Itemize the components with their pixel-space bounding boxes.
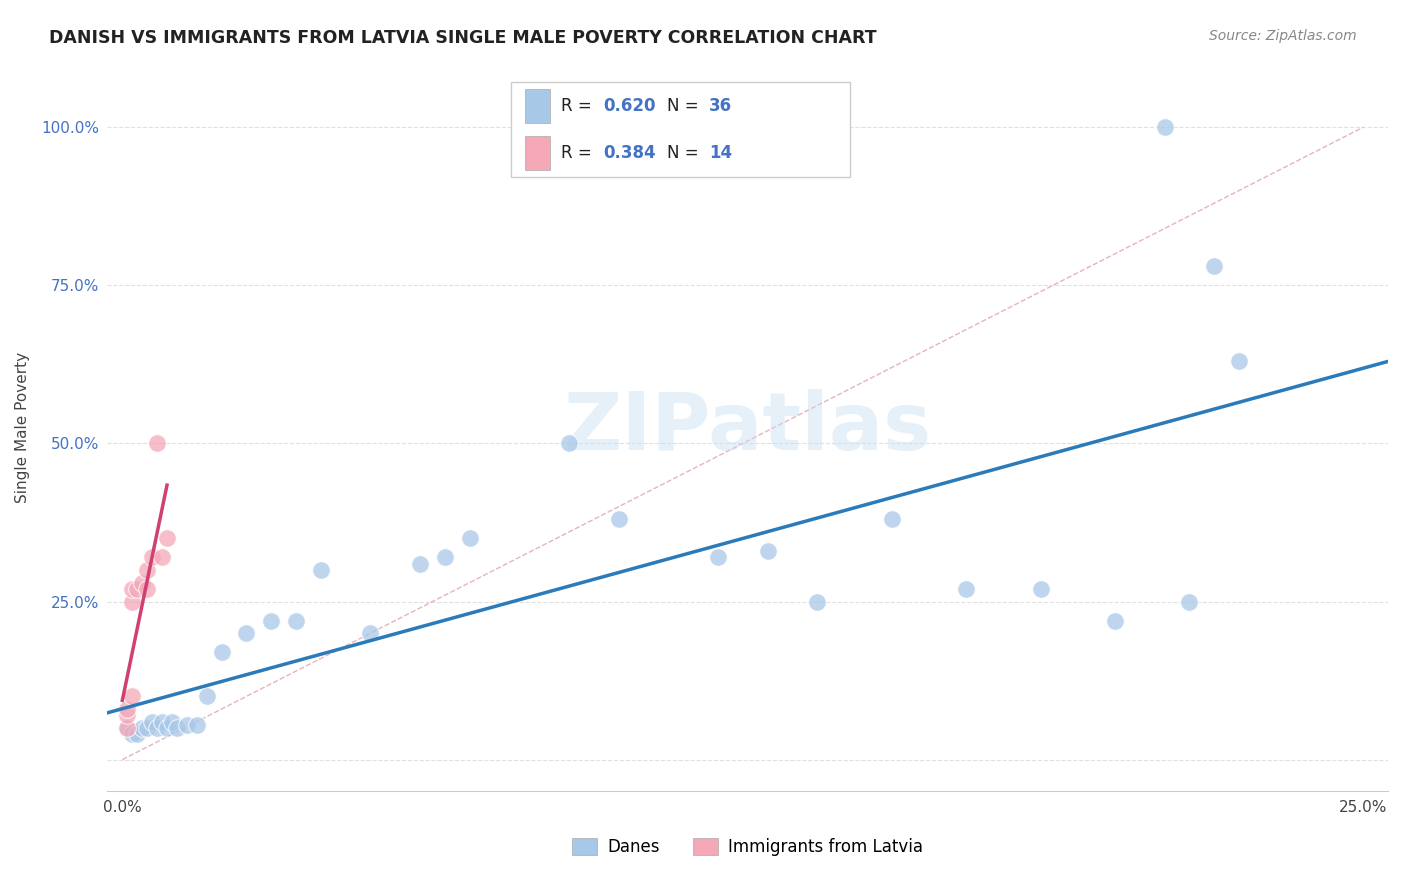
Y-axis label: Single Male Poverty: Single Male Poverty [15,352,30,503]
Point [136,721,159,735]
Text: R =: R = [561,144,598,161]
Point [1178,594,1201,608]
Text: Source: ZipAtlas.com: Source: ZipAtlas.com [1209,29,1357,43]
Point [121,594,143,608]
Point [146,436,169,450]
Point [117,721,139,735]
Point [160,714,183,729]
Point [136,563,159,577]
Point [186,718,208,732]
Point [756,544,779,558]
Point [136,582,159,596]
Point [235,626,257,640]
Point [458,531,481,545]
Point [707,550,730,565]
Text: ZIPatlas: ZIPatlas [564,389,932,467]
Point [117,721,139,735]
Point [880,512,903,526]
Point [156,721,179,735]
Point [156,531,179,545]
Point [409,557,432,571]
Text: R =: R = [561,97,598,115]
Point [607,512,630,526]
Point [150,550,173,565]
Point [166,721,188,735]
Text: N =: N = [666,97,704,115]
Text: 0.620: 0.620 [603,97,657,115]
Point [176,718,198,732]
Point [1204,260,1226,274]
Text: 0.384: 0.384 [603,144,657,161]
Point [309,563,332,577]
Text: 14: 14 [709,144,733,161]
Point [141,714,163,729]
Text: DANISH VS IMMIGRANTS FROM LATVIA SINGLE MALE POVERTY CORRELATION CHART: DANISH VS IMMIGRANTS FROM LATVIA SINGLE … [49,29,877,46]
Point [141,550,163,565]
Point [260,614,283,628]
Point [285,614,308,628]
Point [195,690,218,704]
Point [558,436,581,450]
Point [806,594,828,608]
Point [121,690,143,704]
Point [1104,614,1126,628]
Point [211,645,233,659]
Point [131,721,153,735]
Point [955,582,977,596]
Point [117,708,139,723]
Point [146,721,169,735]
Point [360,626,382,640]
Point [121,582,143,596]
Point [127,582,149,596]
Point [1029,582,1052,596]
Text: 36: 36 [709,97,733,115]
Text: N =: N = [666,144,704,161]
Point [433,550,456,565]
Point [1153,120,1175,135]
Point [150,714,173,729]
Point [1227,354,1250,368]
Legend: Danes, Immigrants from Latvia: Danes, Immigrants from Latvia [565,831,929,863]
Point [131,575,153,590]
Point [121,727,143,741]
Point [117,702,139,716]
Point [127,727,149,741]
